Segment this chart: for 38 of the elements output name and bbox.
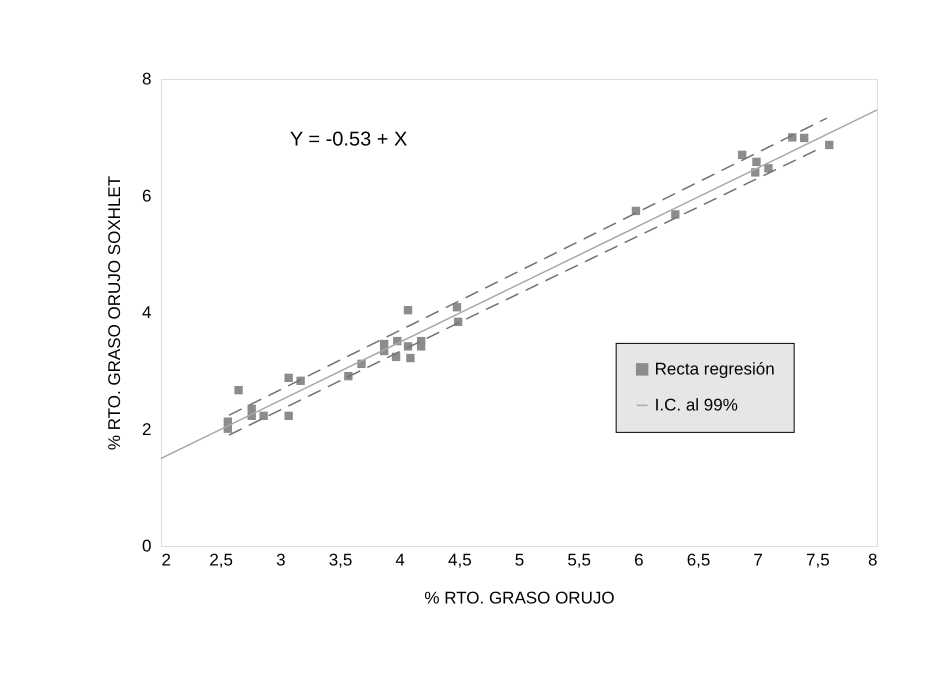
- point: [259, 412, 268, 420]
- point: [800, 134, 808, 142]
- point: [632, 206, 640, 216]
- point: [752, 158, 761, 166]
- point: [284, 412, 293, 420]
- y-tick-label: 6: [142, 186, 152, 206]
- point: [296, 376, 305, 385]
- x-tick-label: 5,5: [567, 550, 591, 570]
- x-tick-label: 7,5: [806, 550, 830, 570]
- point: [406, 354, 415, 362]
- x-axis-title: % RTO. GRASO ORUJO: [424, 588, 615, 608]
- point: [452, 303, 462, 312]
- y-tick-label: 4: [142, 303, 152, 322]
- x-tick-label: 2: [162, 550, 171, 570]
- x-tick-label: 2,5: [209, 550, 233, 570]
- y-axis-title: % RTO. GRASO ORUJO SOXHLET: [105, 176, 124, 450]
- point: [825, 140, 834, 150]
- point: [416, 342, 426, 351]
- point: [671, 210, 680, 219]
- point: [738, 150, 746, 160]
- x-tick-label: 3: [276, 550, 286, 570]
- x-tick-label: 4,5: [448, 550, 472, 570]
- x-tick-label: 8: [868, 550, 878, 570]
- x-tick-label: 4: [395, 550, 405, 570]
- x-tick-label: 6: [634, 550, 644, 570]
- x-tick-label: 3,5: [328, 550, 352, 570]
- x-tick-label: 6,5: [686, 550, 710, 570]
- point: [234, 386, 243, 394]
- y-tick-label: 2: [142, 420, 152, 439]
- x-tick-label: 5: [514, 550, 524, 570]
- annotation: Y = -0.53 + X: [290, 128, 408, 151]
- legend-label: I.C. al 99%: [654, 395, 738, 414]
- y-tick-label: 8: [142, 70, 152, 88]
- x-tick-label: 7: [753, 550, 763, 570]
- point: [284, 374, 293, 382]
- point: [404, 306, 412, 314]
- legend-label: Recta regresión: [654, 359, 775, 378]
- y-tick-label: 0: [142, 536, 152, 556]
